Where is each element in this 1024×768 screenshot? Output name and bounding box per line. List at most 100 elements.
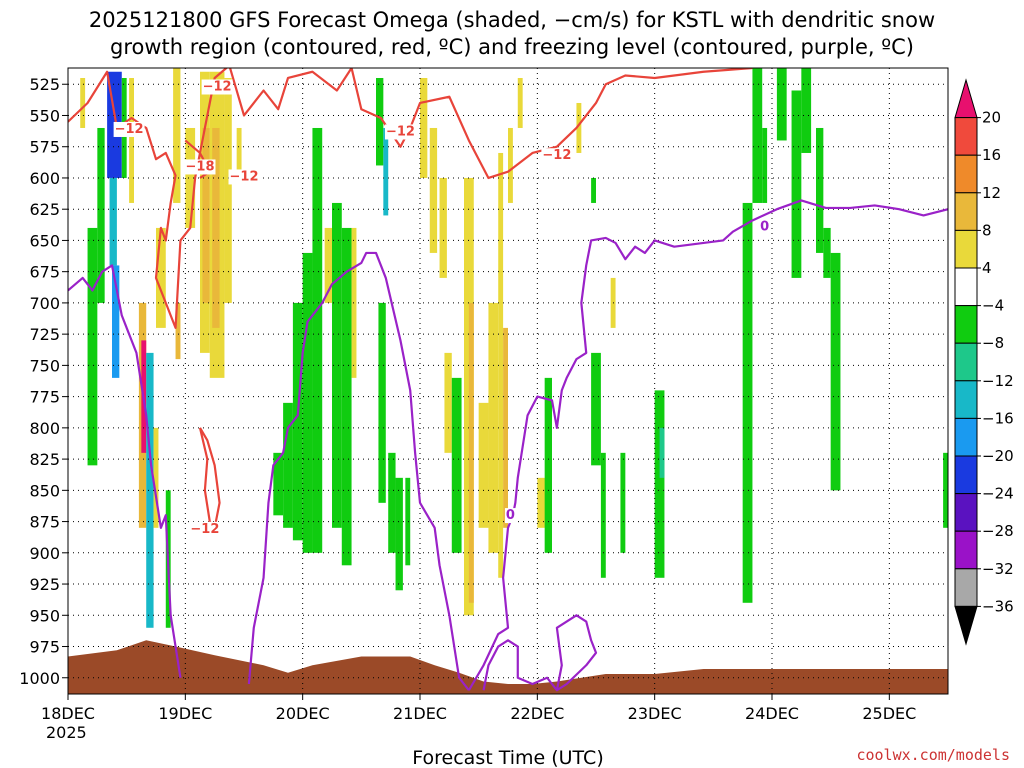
- omega-cell: [762, 127, 768, 203]
- omega-cell: [383, 127, 389, 216]
- contour-label-bg: [184, 159, 216, 175]
- omega-cell: [444, 352, 452, 453]
- x-axis-title: Forecast Time (UTC): [412, 747, 603, 768]
- omega-cell: [302, 252, 313, 553]
- freezing-contour-line: [482, 614, 598, 692]
- y-tick-label: 650: [29, 231, 60, 250]
- omega-cell: [544, 377, 552, 553]
- colorbar-swatch: [954, 530, 978, 570]
- chart-title-line2: growth region (contoured, red, ºC) and f…: [110, 35, 914, 59]
- y-tick-label: 600: [29, 169, 60, 188]
- x-tick-label: 20DEC: [276, 704, 330, 723]
- chart-title-line1: 2025121800 GFS Forecast Omega (shaded, −…: [89, 8, 935, 32]
- dendritic-contour-label: −12: [542, 148, 571, 163]
- freezing-contour-label: 0: [760, 219, 769, 234]
- omega-cell: [80, 77, 86, 128]
- contour-label-bg: [541, 148, 573, 164]
- omega-cell: [508, 127, 513, 203]
- y-tick-label: 950: [29, 606, 60, 625]
- x-tick-label: 21DEC: [393, 704, 447, 723]
- freezing-contour-line: [247, 251, 470, 691]
- omega-cell: [212, 127, 220, 328]
- plot-frame: [67, 67, 949, 695]
- omega-cell: [600, 452, 606, 578]
- omega-cell: [395, 477, 403, 591]
- x-tick-label: 22DEC: [510, 704, 564, 723]
- y-tick-label: 850: [29, 481, 60, 500]
- omega-cell: [312, 127, 323, 553]
- contour-label-bg: [201, 79, 233, 95]
- y-tick-label: 1000: [19, 669, 60, 688]
- y-tick-label: 675: [29, 263, 60, 282]
- omega-cell: [175, 302, 181, 360]
- omega-cell: [109, 177, 117, 266]
- omega-cell: [830, 252, 841, 491]
- omega-cell: [576, 102, 582, 153]
- omega-cell: [791, 90, 802, 278]
- omega-cell: [742, 202, 753, 603]
- omega-cell: [451, 377, 462, 553]
- omega-cell: [153, 427, 159, 528]
- colorbar-label: 16: [982, 146, 1001, 164]
- omega-cell: [236, 127, 242, 178]
- dendritic-contour-label: −12: [203, 79, 232, 94]
- x-axis-ticks: 18DEC 19DEC 20DEC 21DEC 22DEC 23DEC 24DEC 25DEC: [41, 694, 916, 723]
- omega-cell: [341, 227, 352, 566]
- omega-cell: [498, 152, 504, 578]
- x-axis-year: 2025: [46, 723, 87, 742]
- omega-cell: [801, 68, 812, 153]
- colorbar-swatch: [954, 605, 978, 646]
- omega-cell: [112, 265, 120, 378]
- omega-cell: [620, 452, 626, 553]
- contour-label-bg: [189, 521, 221, 537]
- contour-labels: −12 −12 −18 −12 −12 −12 −12 0 0: [113, 79, 771, 537]
- y-tick-label: 900: [29, 544, 60, 563]
- colorbar-swatch: [954, 493, 978, 532]
- colorbar-label: 8: [982, 221, 992, 239]
- omega-cell: [332, 202, 342, 528]
- freezing-contour-line: [68, 264, 182, 678]
- x-tick-label: 18DEC: [41, 704, 95, 723]
- omega-cell: [156, 227, 166, 328]
- omega-cell: [202, 127, 210, 303]
- omega-cell: [146, 352, 154, 628]
- y-tick-label: 875: [29, 513, 60, 532]
- y-tick-label: 700: [29, 294, 60, 313]
- omega-cell: [752, 68, 763, 203]
- omega-cell: [823, 227, 831, 278]
- contour-label-bg: [759, 219, 771, 235]
- omega-cell: [351, 227, 357, 378]
- omega-cell: [292, 302, 303, 541]
- omega-cell: [185, 127, 196, 228]
- omega-cell: [816, 127, 824, 253]
- contour-label-bg: [384, 124, 416, 140]
- y-tick-label: 625: [29, 200, 60, 219]
- colorbar-swatch: [954, 78, 978, 119]
- colorbar-swatch: [954, 117, 978, 156]
- omega-cell: [129, 77, 134, 203]
- omega-cell: [654, 390, 665, 578]
- colorbar-swatch: [954, 455, 978, 495]
- y-tick-label: 975: [29, 638, 60, 657]
- colorbar-label: −20: [982, 447, 1014, 465]
- colorbar-label: 4: [982, 259, 992, 277]
- contour-label-bg: [504, 508, 516, 524]
- omega-cell: [173, 68, 181, 203]
- colorbar-swatch: [954, 154, 978, 194]
- omega-cell: [517, 77, 523, 128]
- omega-cell: [468, 302, 474, 603]
- omega-cell: [283, 402, 293, 528]
- omega-cell: [87, 227, 98, 466]
- omega-cell: [273, 452, 284, 516]
- omega-cell: [420, 77, 428, 178]
- x-tick-label: 19DEC: [158, 704, 212, 723]
- y-tick-label: 725: [29, 325, 60, 344]
- colorbar-label: −28: [982, 522, 1014, 540]
- colorbar-swatch: [954, 380, 978, 419]
- y-tick-label: 775: [29, 388, 60, 407]
- omega-cell: [943, 452, 948, 528]
- colorbar-label: −16: [982, 409, 1014, 427]
- omega-cell: [776, 68, 787, 141]
- omega-cell: [537, 477, 548, 528]
